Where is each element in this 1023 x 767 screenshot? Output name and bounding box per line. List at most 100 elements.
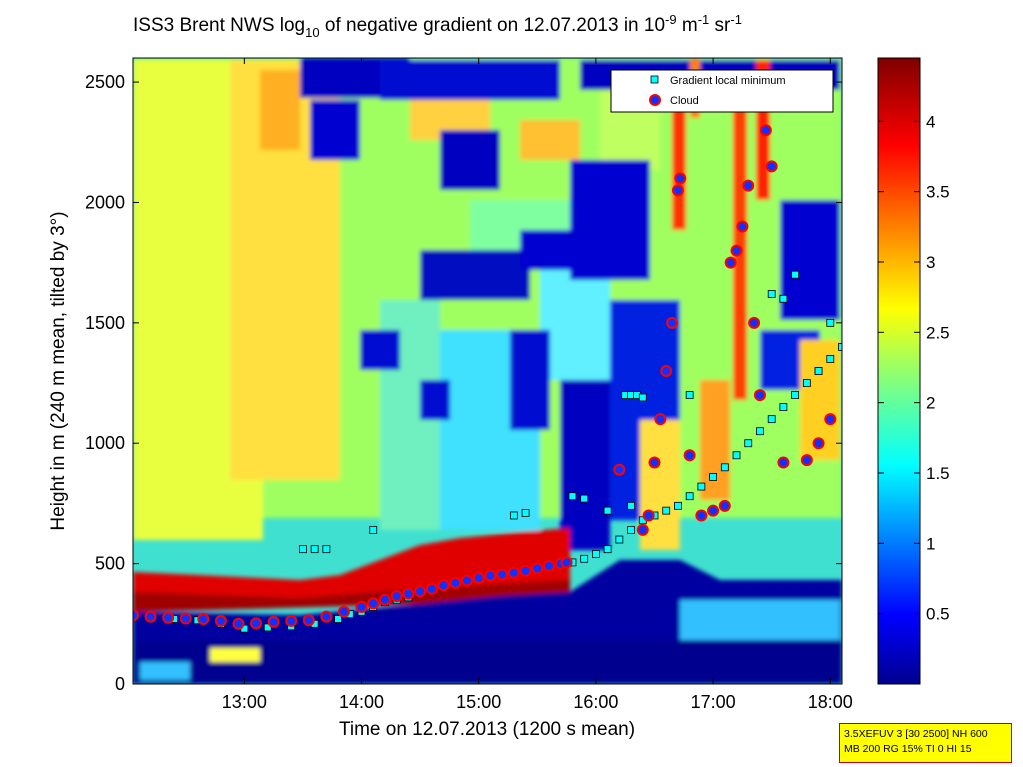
- gradient-minimum-point: [791, 270, 800, 279]
- cloud-point: [824, 413, 837, 426]
- gradient-minimum-point: [779, 294, 788, 303]
- gradient-minimum-point: [767, 415, 776, 424]
- colorbar-tick-label: 2.5: [926, 323, 950, 342]
- gradient-minimum-point: [685, 391, 694, 399]
- cloud-point: [355, 600, 368, 613]
- cloud-point: [449, 576, 462, 589]
- cloud-point: [742, 179, 755, 192]
- cloud-point: [730, 244, 743, 257]
- cloud-point: [496, 568, 509, 581]
- cloud-point: [560, 556, 573, 569]
- cloud-point: [683, 449, 696, 462]
- cloud-point: [718, 499, 731, 512]
- gradient-minimum-point: [627, 501, 635, 510]
- gradient-minimum-point: [685, 492, 694, 501]
- cloud-point: [660, 365, 673, 377]
- gradient-minimum-point: [369, 526, 378, 534]
- x-tick-label: 16:00: [573, 692, 618, 712]
- chart-title: ISS3 Brent NWS log10 of negative gradien…: [133, 12, 742, 40]
- cloud-point: [736, 220, 749, 233]
- gradient-minimum-point: [322, 545, 331, 554]
- axes: 13:00 14:00 15:00 16:00 17:00 18:00 0 500 1000 15…: [85, 58, 853, 712]
- heatmap-field: [133, 58, 842, 684]
- cloud-point: [179, 612, 192, 625]
- cloud-point: [144, 610, 157, 623]
- info-box: 3.5XEFUV 3 [30 2500] NH 600 MB 200 RG 15…: [839, 723, 1012, 763]
- cloud-point: [724, 256, 737, 269]
- cloud-point: [648, 456, 661, 469]
- cloud-point: [320, 610, 333, 623]
- cloud-point: [390, 590, 403, 603]
- cloud-point: [472, 572, 485, 585]
- x-tick-label: 18:00: [808, 692, 853, 712]
- gradient-minimum-point: [263, 623, 272, 632]
- cloud-point: [414, 585, 427, 598]
- cloud-point: [519, 564, 532, 577]
- y-tick-label: 1000: [85, 433, 125, 453]
- cloud-point: [753, 389, 766, 402]
- gradient-minimum-point: [791, 391, 800, 399]
- colorbar-tick-label: 3: [926, 253, 935, 272]
- cloud-point: [302, 614, 315, 627]
- cloud-point: [162, 611, 175, 624]
- gradient-minimum-point: [568, 492, 577, 501]
- x-tick-label: 15:00: [456, 692, 501, 712]
- gradient-minimum-point: [603, 506, 612, 515]
- gradient-minimum-point: [674, 501, 682, 510]
- cloud-point: [759, 124, 772, 137]
- gradient-minimum-point: [509, 511, 518, 520]
- cloud-point: [812, 437, 825, 450]
- gradient-minimum-point: [592, 550, 600, 558]
- legend-marker-gradient: [650, 75, 659, 84]
- gradient-minimum-point: [756, 427, 764, 436]
- cloud-point: [765, 160, 778, 173]
- gradient-minimum-point: [802, 379, 811, 387]
- cloud-point: [460, 574, 473, 587]
- cloud-point: [654, 413, 667, 426]
- cloud-point: [133, 609, 139, 622]
- cloud-point: [437, 579, 450, 592]
- gradient-minimum-point: [814, 367, 823, 375]
- cloud-point: [367, 597, 380, 610]
- gradient-minimum-point: [615, 535, 624, 544]
- gradient-minimum-point: [521, 509, 530, 517]
- gradient-minimum-point: [580, 494, 589, 503]
- cloud-point: [800, 454, 813, 467]
- colorbar-tick-label: 2: [926, 394, 935, 413]
- cloud-point: [543, 560, 556, 573]
- x-tick-label: 13:00: [222, 692, 267, 712]
- colorbar: [877, 57, 921, 685]
- info-line-1: 3.5XEFUV 3 [30 2500] NH 600: [844, 728, 988, 740]
- gradient-minimum-point: [744, 439, 753, 448]
- cloud-point: [642, 509, 655, 522]
- cloud-point: [613, 463, 626, 476]
- cloud-point: [285, 614, 298, 627]
- gradient-minimum-point: [638, 393, 647, 402]
- y-tick-label: 1500: [85, 313, 125, 333]
- gradient-minimum-point: [580, 554, 589, 563]
- cloud-point: [425, 582, 438, 595]
- gradient-minimum-point: [697, 482, 706, 491]
- gradient-minimum-point: [334, 615, 342, 623]
- y-tick-label: 0: [115, 674, 125, 694]
- cloud-point: [507, 566, 520, 579]
- cloud-point: [777, 456, 790, 469]
- legend-box: [610, 69, 834, 113]
- cloud-point: [484, 569, 497, 582]
- colorbar-ticks: 0.5 1 1.5 2 2.5 3 3.5 4: [878, 112, 950, 624]
- cloud-point: [378, 593, 391, 606]
- gradient-minimum-point: [709, 473, 717, 481]
- gradient-minimum-point: [732, 451, 741, 460]
- cloud-point: [707, 504, 720, 517]
- y-tick-label: 2000: [85, 192, 125, 212]
- cloud-point: [214, 614, 227, 627]
- legend-marker-cloud: [649, 94, 661, 106]
- cloud-point: [250, 617, 263, 630]
- colorbar-tick-label: 4: [926, 112, 935, 131]
- cloud-point: [267, 615, 280, 628]
- gradient-minimum-point: [720, 463, 729, 472]
- x-tick-label: 14:00: [339, 692, 384, 712]
- cloud-point: [197, 612, 210, 625]
- gradient-minimum-point: [826, 318, 835, 327]
- y-tick-label: 2500: [85, 72, 125, 92]
